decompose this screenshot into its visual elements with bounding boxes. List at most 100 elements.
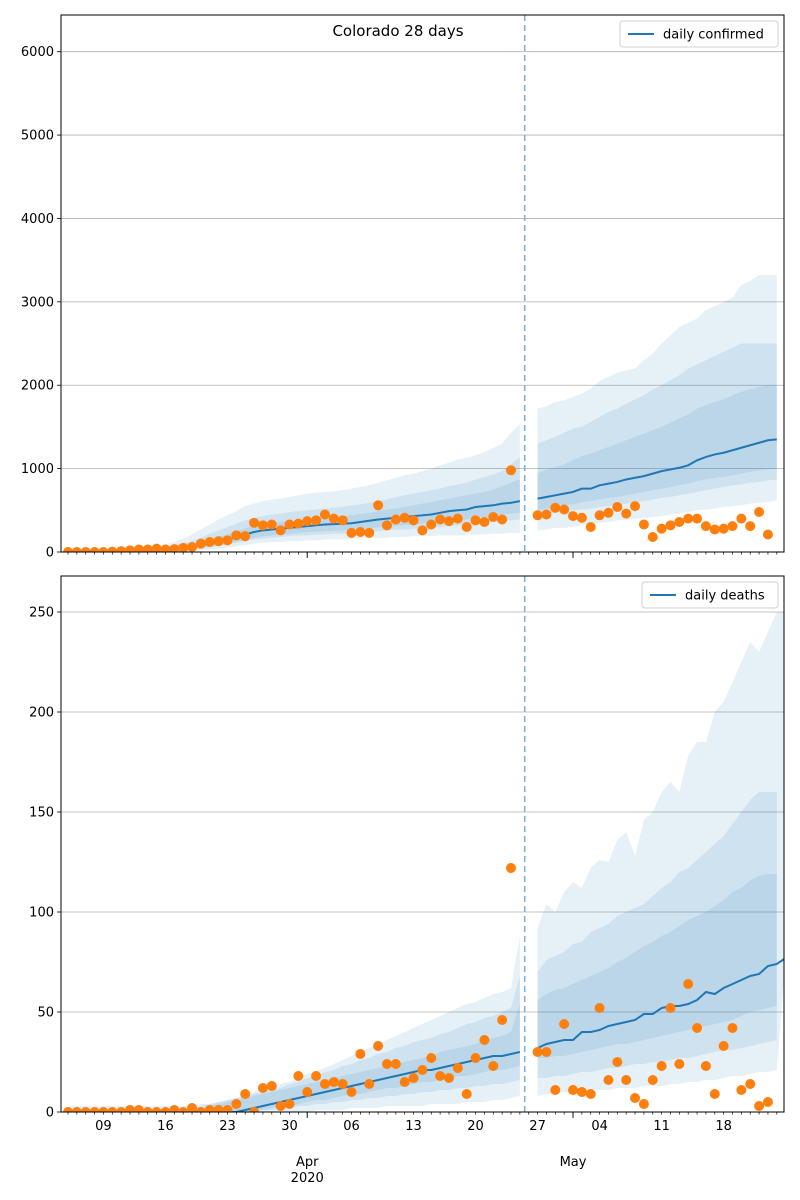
observed-point: [479, 1035, 490, 1045]
observed-point: [488, 1061, 499, 1071]
observed-point: [293, 1071, 304, 1081]
observed-point: [284, 519, 295, 530]
observed-point: [452, 1063, 463, 1073]
observed-point: [311, 515, 322, 526]
observed-point: [488, 511, 499, 522]
legend: daily confirmed: [619, 20, 779, 48]
observed-point: [674, 516, 685, 527]
observed-point: [107, 1107, 118, 1112]
observed-point: [346, 1087, 357, 1097]
observed-point: [133, 544, 144, 552]
observed-point: [355, 526, 366, 537]
observed-point: [762, 529, 773, 540]
chart-panel-1: 0 50 100 150 200 250 09 16 23 30 06 13 20 27 04 11 18 Apr…: [29, 575, 785, 1186]
observed-point: [665, 1003, 676, 1013]
observed-point: [71, 547, 82, 552]
observed-point: [594, 510, 605, 521]
observed-point: [417, 525, 428, 536]
band-middle-forecast: [537, 343, 777, 516]
x-tick-label: 16: [157, 1119, 174, 1134]
observed-point: [621, 1075, 632, 1085]
observed-point: [762, 1097, 773, 1107]
observed-point: [151, 1107, 162, 1112]
observed-point: [745, 1079, 756, 1089]
band-outer-forecast: [537, 612, 784, 1096]
observed-point: [178, 542, 189, 552]
observed-point: [408, 515, 419, 526]
observed-point: [266, 1081, 277, 1091]
observed-point: [603, 1075, 614, 1085]
observed-point: [275, 1101, 286, 1111]
observed-point: [204, 536, 215, 547]
median-line-forecast: [537, 438, 777, 500]
observed-point: [257, 1083, 268, 1093]
observed-point: [630, 1093, 641, 1103]
observed-point: [231, 1099, 242, 1109]
observed-point: [621, 508, 632, 519]
y-tick-label: 200: [29, 706, 54, 721]
observed-point: [647, 531, 658, 542]
x-tick-label: 30: [281, 1119, 298, 1134]
observed-point: [541, 509, 552, 520]
y-tick-label: 2000: [21, 379, 54, 394]
observed-point: [754, 1101, 765, 1111]
observed-point: [125, 1105, 136, 1112]
observed-point: [603, 507, 614, 518]
x-tick-label: 11: [653, 1119, 670, 1134]
observed-point: [497, 514, 508, 525]
observed-point: [142, 544, 153, 552]
chart-panel-0: 0 1000 2000 3000 4000 5000 6000 Colorado 28 day…: [21, 14, 785, 561]
y-tick-label: 4000: [21, 212, 54, 227]
observed-point: [142, 1107, 153, 1112]
x-tick-label: 13: [405, 1119, 422, 1134]
observed-point: [399, 512, 410, 523]
observed-point: [381, 1059, 392, 1069]
observed-point: [656, 1061, 667, 1071]
observed-point: [160, 1107, 171, 1112]
observed-point: [319, 1079, 330, 1089]
observed-point: [178, 1107, 189, 1112]
observed-point: [541, 1047, 552, 1057]
plot-area: [63, 275, 777, 552]
observed-point: [275, 525, 286, 536]
observed-point: [195, 538, 206, 549]
observed-point: [576, 512, 587, 523]
observed-point: [80, 1107, 91, 1112]
observed-point: [107, 546, 118, 552]
observed-point: [213, 1105, 224, 1112]
observed-point: [594, 1003, 605, 1013]
observed-point: [187, 1103, 198, 1112]
legend-label: daily deaths: [685, 589, 765, 604]
observed-point: [692, 513, 703, 524]
observed-point: [125, 545, 136, 552]
observed-point: [426, 519, 437, 530]
observed-point: [266, 519, 277, 530]
observed-point: [337, 1079, 348, 1089]
observed-point: [550, 1085, 561, 1095]
x-tick-label: 20: [467, 1119, 484, 1134]
observed-point: [364, 527, 375, 538]
observed-point: [80, 547, 91, 552]
observed-point: [204, 1105, 215, 1112]
y-tick-label: 50: [37, 1006, 54, 1021]
observed-point: [638, 1099, 649, 1109]
observed-point: [302, 1087, 313, 1097]
observed-point: [346, 527, 357, 538]
observed-point: [718, 1041, 729, 1051]
observed-point: [630, 501, 641, 512]
observed-point: [63, 547, 73, 552]
y-tick-label: 100: [29, 906, 54, 921]
observed-point: [700, 521, 711, 532]
observed-point: [497, 1015, 508, 1025]
y-tick-label: 150: [29, 806, 54, 821]
x-month-label: May: [560, 1155, 587, 1170]
band-outer-forecast: [537, 275, 777, 531]
observed-point: [647, 1075, 658, 1085]
observed-point: [98, 547, 109, 552]
observed-point: [240, 531, 251, 542]
observed-point: [435, 514, 446, 525]
observed-point: [568, 511, 579, 522]
y-tick-label: 6000: [21, 45, 54, 60]
y-tick-label: 0: [46, 546, 54, 561]
